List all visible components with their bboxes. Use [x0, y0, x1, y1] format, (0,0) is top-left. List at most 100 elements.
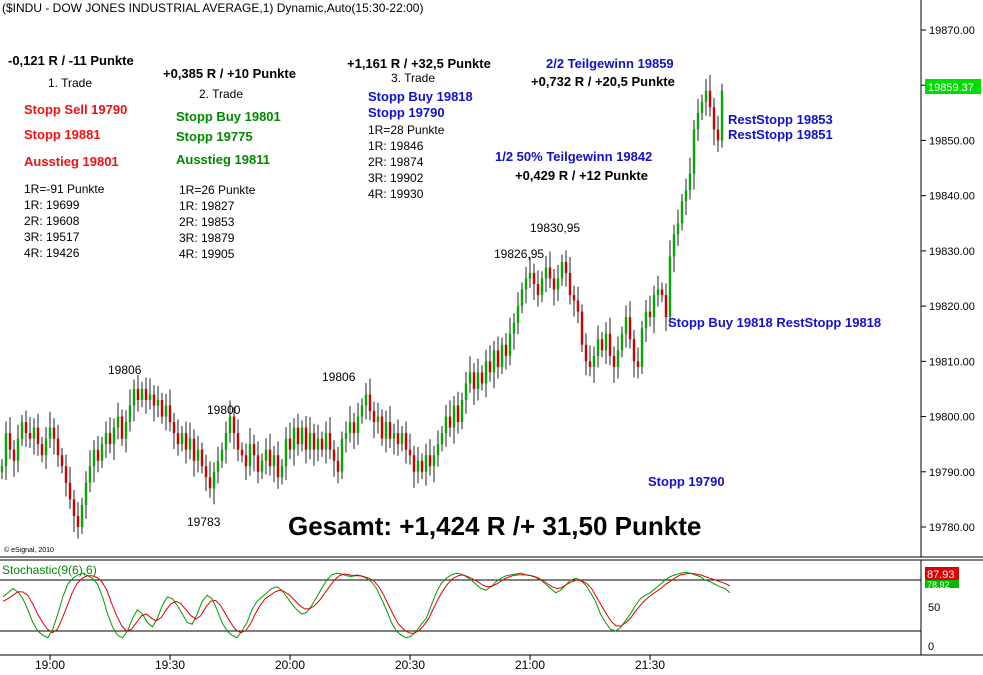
stochastic-title: Stochastic(9(6),6) — [2, 563, 97, 577]
candle-body — [380, 416, 384, 439]
candle-body — [280, 466, 284, 478]
candle-body — [520, 289, 524, 307]
time-tick-label: 20:00 — [275, 658, 305, 672]
candle-body — [328, 433, 332, 450]
candle-body — [600, 339, 604, 351]
candle-body — [576, 300, 580, 312]
candle-body — [428, 455, 432, 467]
peak-label: 19806 — [322, 370, 356, 384]
candle-body — [124, 422, 128, 439]
trade3-result: +1,161 R / +32,5 Punkte — [347, 56, 491, 71]
candle-body — [616, 350, 620, 367]
candle-body — [112, 427, 116, 445]
trade1-target: 4R: 19426 — [24, 246, 80, 260]
candle-body — [52, 427, 56, 439]
candle-body — [604, 333, 608, 351]
trade1-exit: Ausstieg 19801 — [24, 154, 119, 169]
candle-body — [172, 422, 176, 434]
candle-body — [56, 438, 60, 456]
candle-body — [8, 433, 12, 450]
candle-body — [660, 289, 664, 296]
candle-body — [572, 295, 576, 301]
candle-body — [240, 449, 244, 456]
trade1-target: 2R: 19608 — [24, 214, 80, 228]
candle-body — [296, 427, 300, 445]
candle-body — [184, 433, 188, 450]
candle-body — [192, 438, 196, 461]
candle-body — [408, 449, 412, 456]
candle-body — [476, 372, 480, 389]
candle-body — [684, 190, 688, 202]
candle-body — [560, 261, 564, 279]
peak-label: 19806 — [108, 363, 142, 377]
candle-body — [500, 344, 504, 367]
candle-body — [320, 438, 324, 450]
candle-body — [472, 372, 476, 389]
price-tick-label: 19810.00 — [929, 356, 975, 368]
candle-body — [528, 272, 532, 279]
candle-body — [496, 350, 500, 367]
candle-body — [396, 433, 400, 445]
candle-body — [388, 422, 392, 439]
chart-title: ($INDU - DOW JONES INDUSTRIAL AVERAGE,1)… — [2, 1, 423, 15]
candle-body — [152, 394, 156, 406]
candle-body — [700, 101, 704, 113]
candle-body — [364, 394, 368, 406]
trade2-result: +0,385 R / +10 Punkte — [163, 66, 296, 81]
candle-body — [692, 129, 696, 174]
stoch-line-d — [2, 572, 731, 635]
candle-body — [72, 499, 76, 516]
candle-body — [256, 455, 260, 472]
candle-body — [96, 449, 100, 461]
stoch-line-k — [2, 571, 731, 639]
candle-body — [100, 444, 104, 461]
candle-body — [568, 272, 572, 296]
candle-body — [68, 482, 72, 500]
stoch-d-badge-bg — [925, 580, 959, 588]
candle-body — [48, 427, 52, 439]
trade3-target: 1R: 19846 — [368, 139, 424, 153]
candle-body — [236, 433, 240, 450]
candle-body — [312, 433, 316, 450]
candle-body — [264, 449, 268, 461]
candle-body — [20, 422, 24, 439]
candle-body — [252, 444, 256, 456]
price-tick-label: 19850.00 — [929, 135, 975, 147]
candle-body — [448, 416, 452, 428]
price-tick-label: 19870.00 — [929, 25, 975, 37]
candle-body — [360, 405, 364, 417]
candle-body — [548, 267, 552, 279]
candle-body — [284, 438, 288, 467]
candle-body — [196, 449, 200, 461]
candle-body — [92, 449, 96, 467]
candle-body — [648, 311, 652, 318]
rest-stop-2: RestStopp 19851 — [728, 127, 833, 142]
stoch-k-badge: 87.93 — [927, 569, 955, 581]
candle-body — [656, 289, 660, 296]
candle-body — [580, 311, 584, 345]
candle-body — [672, 234, 676, 257]
last-price-badge: 19859.37 — [928, 82, 974, 94]
candle-body — [720, 90, 724, 141]
candle-body — [664, 295, 668, 318]
candle-body — [412, 455, 416, 472]
candle-body — [392, 433, 396, 439]
candle-body — [304, 427, 308, 450]
candle-body — [688, 173, 692, 191]
trade2-r-value: 1R=26 Punkte — [179, 183, 256, 197]
candle-body — [76, 515, 80, 527]
trade2-label: 2. Trade — [199, 87, 243, 101]
candle-body — [116, 416, 120, 428]
price-tick-label: 19780.00 — [929, 522, 975, 534]
candle-body — [144, 388, 148, 400]
candle-body — [16, 438, 20, 461]
candle-body — [224, 433, 228, 450]
price-tick-label: 19820.00 — [929, 301, 975, 313]
trade3-label: 3. Trade — [391, 71, 435, 85]
candle-body — [680, 201, 684, 224]
candle-body — [88, 466, 92, 483]
trade1-r-value: 1R=-91 Punkte — [24, 182, 105, 196]
candle-body — [652, 295, 656, 318]
partial-profit-2-result: +0,732 R / +20,5 Punkte — [531, 74, 675, 89]
candle-body — [28, 433, 32, 439]
